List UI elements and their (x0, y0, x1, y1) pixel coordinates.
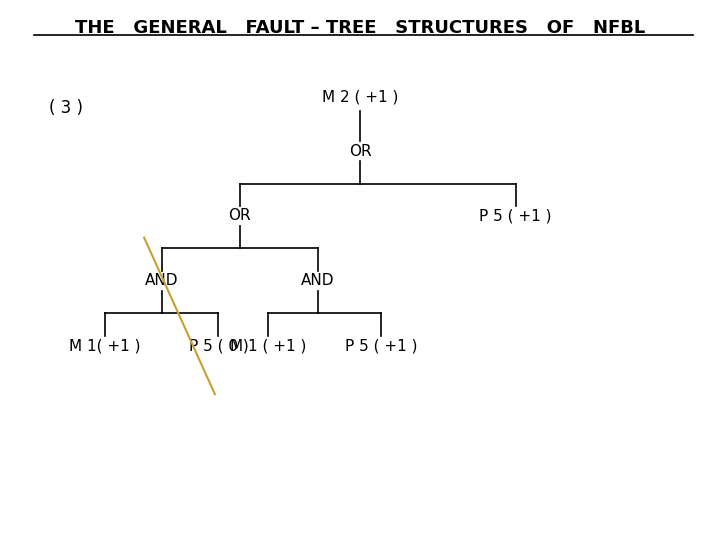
Text: ( 3 ): ( 3 ) (48, 99, 83, 117)
Text: AND: AND (301, 273, 334, 288)
Text: THE   GENERAL   FAULT – TREE   STRUCTURES   OF   NFBL: THE GENERAL FAULT – TREE STRUCTURES OF N… (75, 19, 645, 37)
Text: M 1 ( +1 ): M 1 ( +1 ) (230, 338, 306, 353)
Text: P 5 ( 0 ): P 5 ( 0 ) (189, 338, 248, 353)
Text: OR: OR (228, 208, 251, 224)
Text: M 1( +1 ): M 1( +1 ) (69, 338, 141, 353)
Text: AND: AND (145, 273, 179, 288)
Text: P 5 ( +1 ): P 5 ( +1 ) (345, 338, 418, 353)
Text: M 2 ( +1 ): M 2 ( +1 ) (322, 90, 398, 105)
Text: P 5 ( +1 ): P 5 ( +1 ) (480, 208, 552, 224)
Text: OR: OR (348, 144, 372, 159)
